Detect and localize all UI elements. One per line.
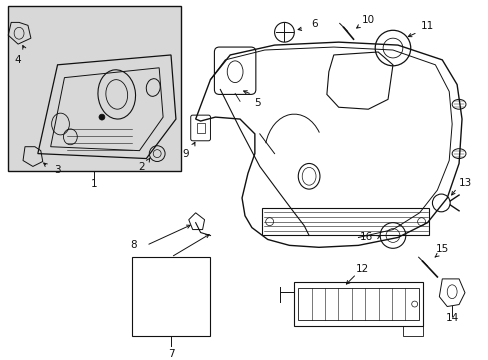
Text: 5: 5: [254, 98, 261, 108]
Bar: [196, 123, 204, 133]
Text: 7: 7: [167, 349, 174, 359]
Text: 13: 13: [457, 178, 470, 188]
Text: 8: 8: [130, 240, 137, 250]
Text: 14: 14: [445, 313, 458, 323]
Bar: [131, 257, 210, 336]
Text: 15: 15: [435, 244, 448, 254]
Text: 6: 6: [311, 19, 318, 30]
Text: 10: 10: [361, 15, 374, 26]
Bar: [261, 208, 428, 235]
Text: 11: 11: [420, 21, 433, 31]
Text: 12: 12: [355, 264, 368, 274]
Text: 16: 16: [359, 233, 372, 243]
Text: 3: 3: [54, 165, 61, 175]
Bar: [298, 288, 418, 320]
Text: 2: 2: [138, 162, 144, 172]
Bar: [8, 6, 181, 171]
Text: 1: 1: [91, 179, 97, 189]
Text: 9: 9: [182, 149, 189, 159]
Bar: [294, 282, 422, 326]
Bar: [402, 326, 422, 336]
Text: 4: 4: [15, 55, 21, 65]
Circle shape: [99, 114, 105, 120]
